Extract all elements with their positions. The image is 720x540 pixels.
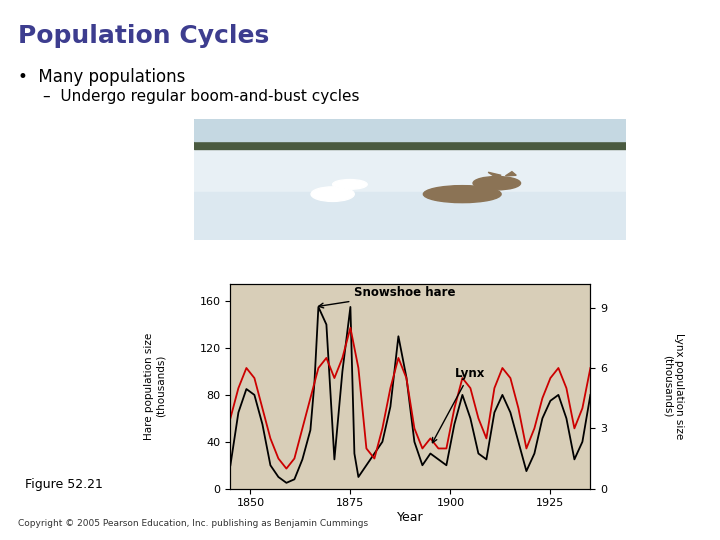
Text: Lynx: Lynx [433, 367, 485, 443]
Text: Population Cycles: Population Cycles [18, 24, 269, 48]
Bar [194, 119, 626, 149]
Text: Hare population size
(thousands): Hare population size (thousands) [144, 333, 166, 440]
Bar [194, 198, 626, 240]
Circle shape [333, 179, 367, 189]
Polygon shape [505, 172, 516, 176]
Text: –  Undergo regular boom-and-bust cycles: – Undergo regular boom-and-bust cycles [43, 89, 360, 104]
Polygon shape [488, 172, 501, 177]
Text: Lynx population size
(thousands): Lynx population size (thousands) [662, 333, 684, 439]
Bar [194, 119, 626, 140]
Ellipse shape [311, 187, 354, 201]
X-axis label: Year: Year [397, 511, 423, 524]
Bar [194, 192, 626, 240]
Text: Copyright © 2005 Pearson Education, Inc. publishing as Benjamin Cummings: Copyright © 2005 Pearson Education, Inc.… [18, 519, 368, 528]
Bar [194, 119, 626, 198]
Text: Snowshoe hare: Snowshoe hare [319, 286, 456, 308]
Text: Figure 52.21: Figure 52.21 [25, 478, 103, 491]
Text: •  Many populations: • Many populations [18, 68, 185, 85]
Circle shape [473, 177, 521, 190]
Ellipse shape [423, 186, 501, 202]
